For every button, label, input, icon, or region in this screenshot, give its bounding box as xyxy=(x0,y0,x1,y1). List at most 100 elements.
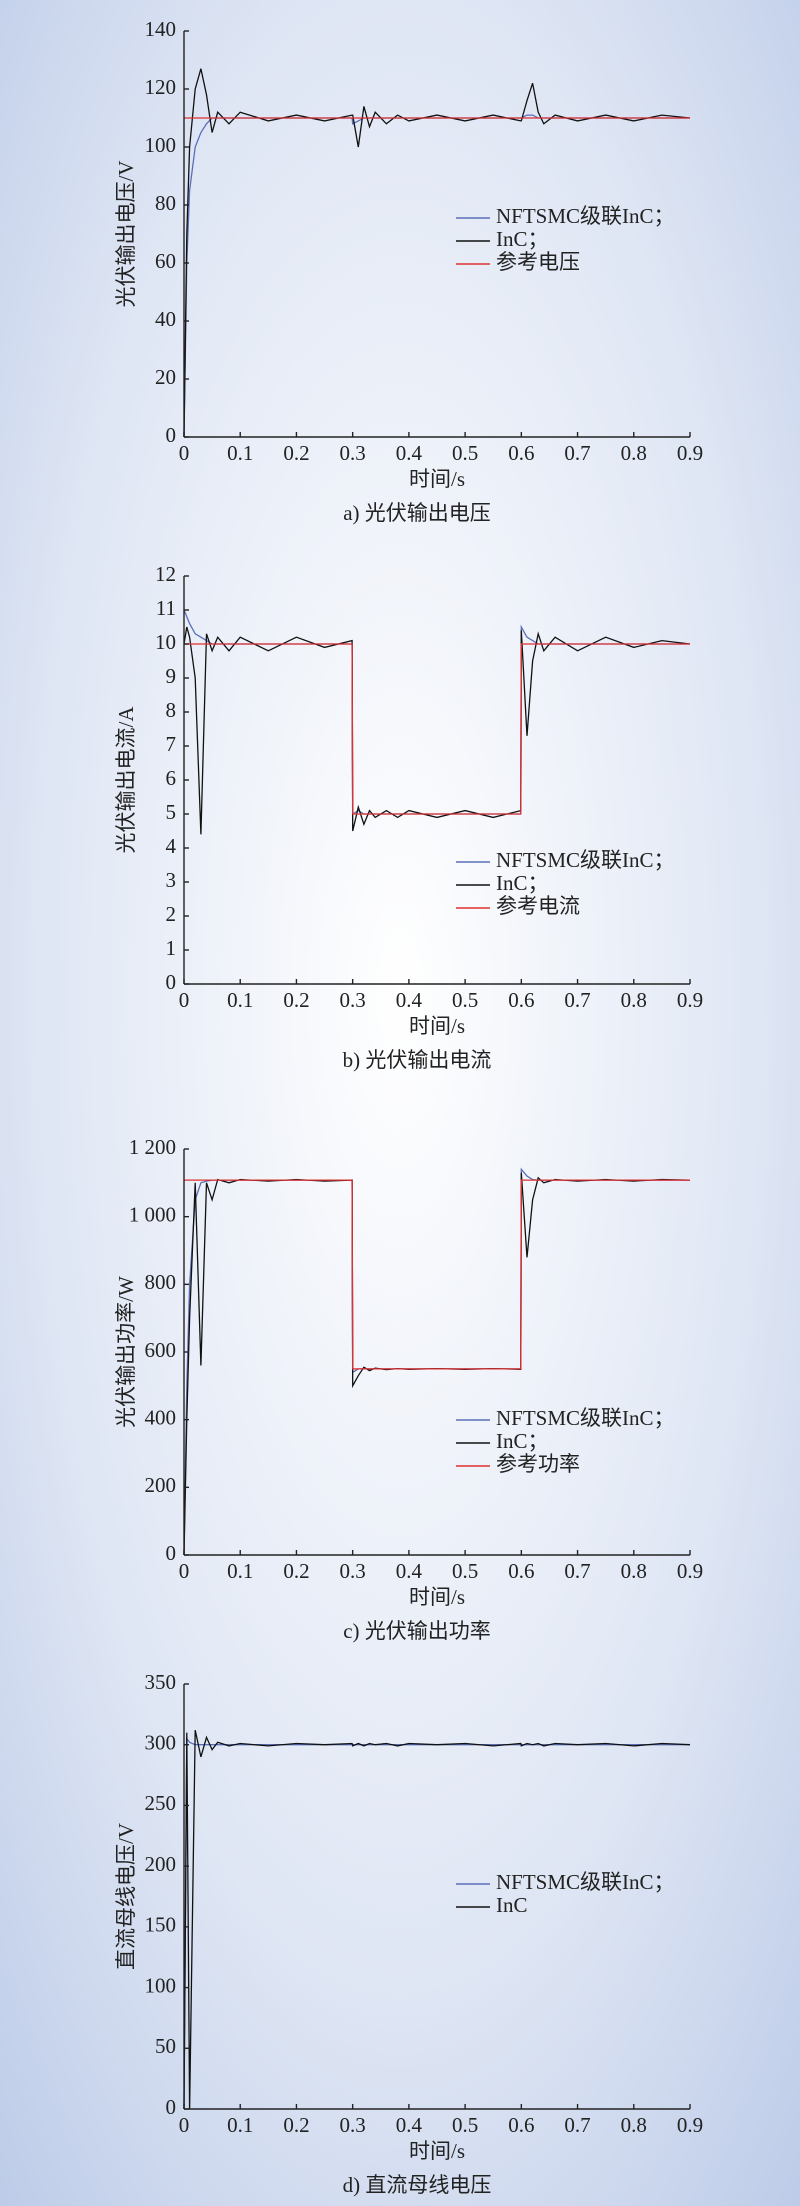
x-tick-label: 0.4 xyxy=(396,2113,423,2137)
x-axis-label: 时间/s xyxy=(409,2139,465,2163)
x-tick-label: 0.7 xyxy=(564,988,590,1012)
y-tick-label: 100 xyxy=(145,133,177,157)
y-tick-label: 12 xyxy=(155,562,176,586)
y-tick-label: 20 xyxy=(155,365,176,389)
x-tick-label: 0.4 xyxy=(396,441,423,465)
legend-label: 参考电流 xyxy=(496,894,580,918)
y-tick-label: 7 xyxy=(166,732,177,756)
legend-label: 参考电压 xyxy=(496,250,580,274)
y-tick-label: 5 xyxy=(166,800,177,824)
x-tick-label: 0.9 xyxy=(677,441,703,465)
y-tick-label: 0 xyxy=(166,2095,177,2119)
y-tick-label: 300 xyxy=(145,1731,177,1755)
chart-caption: a) 光伏输出电压 xyxy=(343,501,491,525)
x-tick-label: 0.2 xyxy=(283,2113,309,2137)
x-tick-label: 0.8 xyxy=(621,441,647,465)
y-tick-label: 800 xyxy=(145,1270,177,1294)
x-tick-label: 0.5 xyxy=(452,988,478,1012)
y-tick-label: 350 xyxy=(145,1670,177,1694)
y-axis-label: 光伏输出功率/W xyxy=(114,1276,138,1428)
legend-label: NFTSMC级联InC； xyxy=(496,1406,675,1430)
y-tick-label: 0 xyxy=(166,970,177,994)
legend-label: InC； xyxy=(496,227,549,251)
x-tick-label: 0.6 xyxy=(508,988,534,1012)
y-tick-label: 0 xyxy=(166,423,177,447)
y-axis-label: 光伏输出电压/V xyxy=(114,161,138,308)
y-tick-label: 1 200 xyxy=(129,1135,176,1159)
y-tick-label: 9 xyxy=(166,664,177,688)
legend-label: NFTSMC级联InC； xyxy=(496,848,675,872)
y-tick-label: 2 xyxy=(166,902,177,926)
y-axis-label: 光伏输出电流/A xyxy=(114,706,138,854)
y-tick-label: 8 xyxy=(166,698,177,722)
y-tick-label: 200 xyxy=(145,1852,177,1876)
y-tick-label: 150 xyxy=(145,1913,177,1937)
legend-label: 参考功率 xyxy=(496,1452,580,1476)
y-tick-label: 3 xyxy=(166,868,177,892)
y-tick-label: 1 xyxy=(166,936,177,960)
y-tick-label: 0 xyxy=(166,1541,177,1565)
x-tick-label: 0.2 xyxy=(283,441,309,465)
x-tick-label: 0 xyxy=(179,1559,190,1583)
y-tick-label: 10 xyxy=(155,630,176,654)
x-tick-label: 0.2 xyxy=(283,988,309,1012)
x-tick-label: 0.7 xyxy=(564,2113,590,2137)
y-tick-label: 100 xyxy=(145,1973,177,1997)
legend-label: InC xyxy=(496,1893,528,1917)
y-tick-label: 80 xyxy=(155,191,176,215)
x-tick-label: 0.5 xyxy=(452,2113,478,2137)
x-axis-label: 时间/s xyxy=(409,1585,465,1609)
legend-label: InC； xyxy=(496,1429,549,1453)
x-tick-label: 0.9 xyxy=(677,1559,703,1583)
series-line xyxy=(183,626,691,835)
legend-label: InC； xyxy=(496,871,549,895)
x-tick-label: 0.3 xyxy=(340,988,366,1012)
x-tick-label: 0 xyxy=(179,2113,190,2137)
x-tick-label: 0.9 xyxy=(677,2113,703,2137)
x-tick-label: 0.2 xyxy=(283,1559,309,1583)
legend-label: NFTSMC级联InC； xyxy=(496,1870,675,1894)
chart-caption: c) 光伏输出功率 xyxy=(343,1619,491,1643)
series-line xyxy=(183,1172,691,1556)
x-tick-label: 0.1 xyxy=(227,2113,253,2137)
y-tick-label: 60 xyxy=(155,249,176,273)
series-line xyxy=(183,1729,691,2110)
x-axis-label: 时间/s xyxy=(409,467,465,491)
x-tick-label: 0.3 xyxy=(340,1559,366,1583)
x-tick-label: 0.8 xyxy=(621,2113,647,2137)
x-tick-label: 0.5 xyxy=(452,441,478,465)
chart-caption: d) 直流母线电压 xyxy=(343,2173,492,2197)
legend-label: NFTSMC级联InC； xyxy=(496,204,675,228)
y-tick-label: 4 xyxy=(166,834,177,858)
y-tick-label: 6 xyxy=(166,766,177,790)
x-tick-label: 0.7 xyxy=(564,1559,590,1583)
x-tick-label: 0.7 xyxy=(564,441,590,465)
y-tick-label: 11 xyxy=(156,596,176,620)
y-tick-label: 50 xyxy=(155,2034,176,2058)
x-tick-label: 0.9 xyxy=(677,988,703,1012)
series-line xyxy=(184,1179,690,1370)
series-line xyxy=(183,68,691,438)
y-tick-label: 400 xyxy=(145,1405,177,1429)
x-tick-label: 0.3 xyxy=(340,441,366,465)
x-tick-label: 0.6 xyxy=(508,441,534,465)
x-tick-label: 0 xyxy=(179,441,190,465)
chart-caption: b) 光伏输出电流 xyxy=(343,1048,492,1072)
x-tick-label: 0.3 xyxy=(340,2113,366,2137)
x-tick-label: 0.6 xyxy=(508,1559,534,1583)
y-axis-label: 直流母线电压/V xyxy=(114,1823,138,1970)
x-tick-label: 0.8 xyxy=(621,988,647,1012)
x-tick-label: 0.4 xyxy=(396,1559,423,1583)
x-tick-label: 0.4 xyxy=(396,988,423,1012)
x-tick-label: 0.1 xyxy=(227,1559,253,1583)
y-tick-label: 120 xyxy=(145,75,177,99)
x-tick-label: 0.8 xyxy=(621,1559,647,1583)
y-tick-label: 140 xyxy=(145,17,177,41)
y-tick-label: 200 xyxy=(145,1473,177,1497)
x-tick-label: 0.1 xyxy=(227,441,253,465)
x-tick-label: 0.6 xyxy=(508,2113,534,2137)
x-tick-label: 0 xyxy=(179,988,190,1012)
y-tick-label: 250 xyxy=(145,1791,177,1815)
